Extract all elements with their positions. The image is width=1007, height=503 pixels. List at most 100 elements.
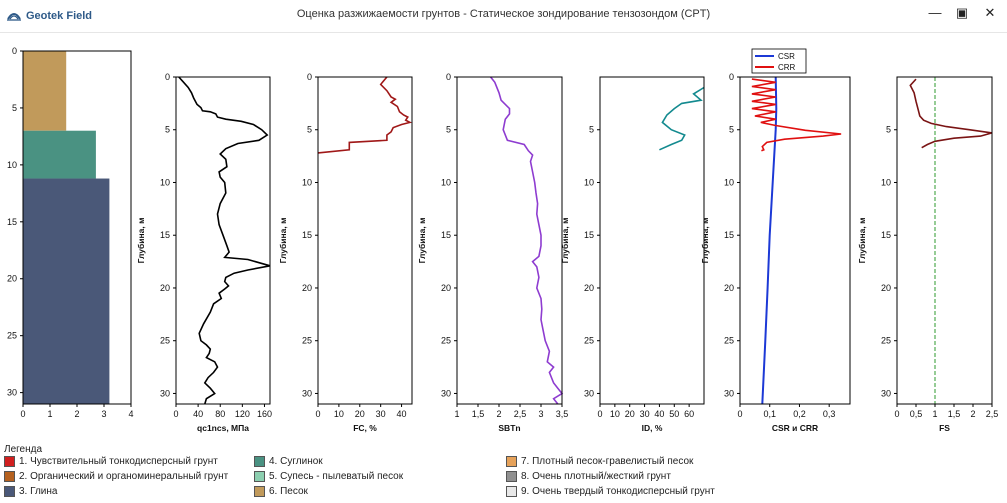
series-qc1ncs-line [178, 76, 271, 405]
xlabel-fc: FC, % [353, 423, 377, 433]
legend-item: 8. Очень плотный/жесткий грунт [506, 471, 671, 482]
xtick-label: 1 [454, 409, 459, 419]
legend-swatch [506, 486, 517, 497]
ytick-label: 25 [724, 336, 734, 346]
xtick-label: 2,5 [986, 409, 999, 419]
title-bar: Geotek Field Оценка разжижаемости грунто… [0, 0, 1007, 33]
ytick-label: 5 [12, 103, 17, 113]
maximize-button[interactable]: ▣ [948, 2, 976, 24]
ytick-label: 0 [12, 46, 17, 56]
series-sbtn-line [489, 76, 564, 405]
ytick-label: 5 [589, 125, 594, 135]
xtick-label: 40 [193, 409, 203, 419]
frame-fs [896, 76, 993, 405]
series-csr-crr-CRR [751, 78, 842, 152]
plot-fs [894, 76, 993, 407]
ylabel-sbtn: Глубина, м [417, 218, 427, 264]
minimize-icon: — [928, 5, 942, 20]
xtick-label: 0 [894, 409, 899, 419]
ylabel-fc: Глубина, м [278, 218, 288, 264]
legend-item: 3. Глина [4, 486, 57, 497]
legend-label-csr: CSR [778, 52, 795, 61]
legend-swatch [4, 486, 15, 497]
ytick-label: 30 [724, 388, 734, 398]
xtick-label: 3 [538, 409, 543, 419]
legend-item: 2. Органический и органоминеральный грун… [4, 471, 228, 482]
minimize-button[interactable]: — [921, 2, 949, 24]
ytick-label: 5 [446, 125, 451, 135]
ylabel-csr-crr: Глубина, м [700, 218, 710, 264]
ytick-label: 15 [7, 217, 17, 227]
ytick-label: 10 [160, 177, 170, 187]
ytick-label: 30 [302, 388, 312, 398]
soil-layer-3 [23, 178, 110, 404]
csr-crr-legend [751, 48, 807, 74]
legend-label: 7. Плотный песок-гравелистый песок [521, 456, 694, 467]
series-fc-line [317, 76, 413, 154]
xtick-label: 0 [315, 409, 320, 419]
legend-label: 4. Суглинок [269, 456, 323, 467]
plot-soil-column [20, 50, 132, 407]
xtick-label: 0 [737, 409, 742, 419]
legend-title: Легенда [4, 444, 43, 455]
ytick-label: 20 [7, 274, 17, 284]
legend-label: 3. Глина [19, 486, 58, 497]
plot-qc1ncs [173, 76, 271, 407]
xtick-label: 40 [397, 409, 407, 419]
ytick-label: 15 [724, 230, 734, 240]
ytick-label: 30 [881, 388, 891, 398]
legend-label-crr: CRR [778, 63, 796, 72]
ytick-label: 20 [584, 283, 594, 293]
xtick-label: 0 [597, 409, 602, 419]
frame-fc [317, 76, 413, 405]
ytick-label: 5 [886, 125, 891, 135]
legend-swatch [254, 486, 265, 497]
frame-qc1ncs [175, 76, 271, 405]
xtick-label: 2 [496, 409, 501, 419]
app-name: Geotek Field [26, 10, 93, 22]
xtick-label: 20 [625, 409, 635, 419]
xtick-label: 1,5 [472, 409, 485, 419]
xtick-label: 3,5 [556, 409, 569, 419]
legend-swatch [4, 456, 15, 467]
legend-swatch [254, 456, 265, 467]
xtick-label: 0,5 [910, 409, 923, 419]
legend-label: 9. Очень твердый тонкодисперсный грунт [521, 486, 715, 497]
xtick-label: 40 [654, 409, 664, 419]
window-title: Оценка разжижаемости грунтов - Статическ… [296, 8, 711, 20]
plot-sbtn [454, 76, 564, 407]
ylabel-qc1ncs: Глубина, м [136, 218, 146, 264]
app-logo: Geotek Field [6, 6, 92, 26]
ytick-label: 10 [724, 177, 734, 187]
legend-item: 1. Чувствительный тонкодисперсный грунт [4, 456, 218, 467]
xtick-label: 0 [173, 409, 178, 419]
legend-swatch [506, 471, 517, 482]
xtick-label: 80 [215, 409, 225, 419]
xtick-label: 0,1 [763, 409, 776, 419]
xlabel-fs: FS [939, 423, 950, 433]
ytick-label: 30 [7, 388, 17, 398]
ytick-label: 15 [441, 230, 451, 240]
plot-id [597, 76, 705, 407]
geotek-logo-icon [7, 13, 21, 21]
xtick-label: 0 [20, 409, 25, 419]
ylabel-id: Глубина, м [560, 218, 570, 264]
ytick-label: 0 [446, 72, 451, 82]
xtick-label: 0,3 [823, 409, 836, 419]
legend-item: 4. Суглинок [254, 456, 323, 467]
legend-item: 7. Плотный песок-гравелистый песок [506, 456, 693, 467]
ytick-label: 10 [441, 177, 451, 187]
legend-item: 5. Супесь - пылеватый песок [254, 471, 403, 482]
xtick-label: 120 [235, 409, 250, 419]
ytick-label: 0 [165, 72, 170, 82]
close-button[interactable]: ✕ [976, 2, 1004, 24]
xtick-label: 0,2 [793, 409, 806, 419]
ytick-label: 25 [7, 331, 17, 341]
xlabel-qc1ncs: qc1ncs, МПа [197, 423, 249, 433]
ytick-label: 30 [441, 388, 451, 398]
ytick-label: 5 [307, 125, 312, 135]
ytick-label: 5 [165, 125, 170, 135]
ytick-label: 25 [302, 336, 312, 346]
legend-label: 6. Песок [269, 486, 308, 497]
